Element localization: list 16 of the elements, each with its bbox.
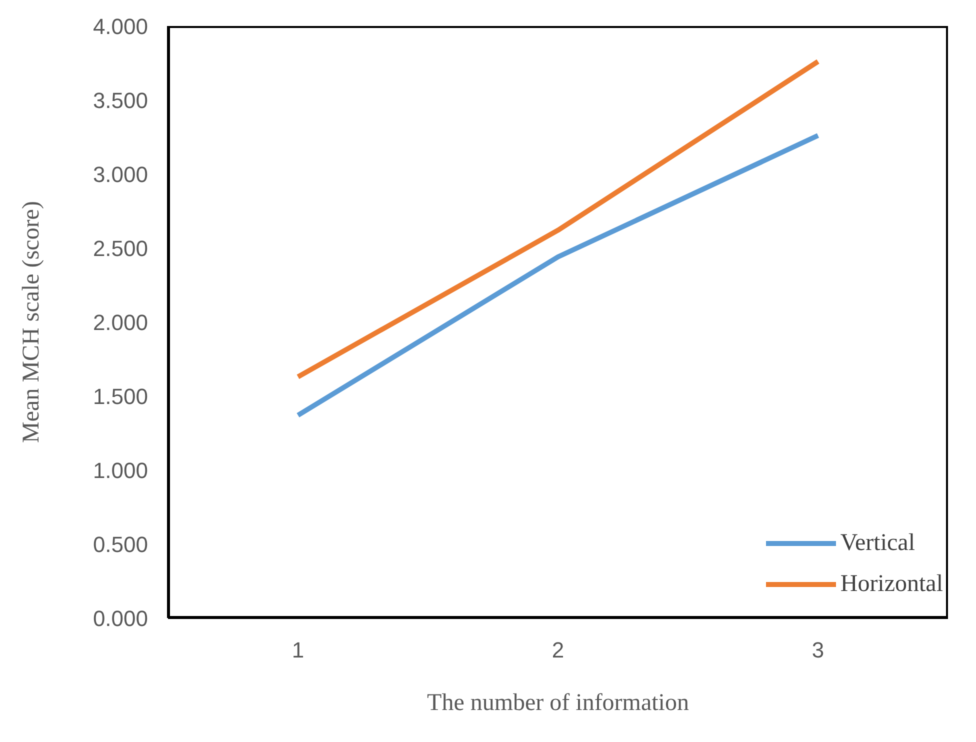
y-tick-label: 3.000 <box>92 162 148 187</box>
y-tick-label: 1.500 <box>92 384 148 409</box>
y-tick-label: 2.500 <box>92 236 148 261</box>
x-tick-label: 3 <box>812 638 824 663</box>
y-axis-title: Mean MCH scale (score) <box>18 201 45 443</box>
y-tick-label: 4.000 <box>92 14 148 39</box>
x-tick-label: 2 <box>552 638 564 663</box>
x-axis-title: The number of information <box>427 690 689 716</box>
y-tick-label: 0.500 <box>92 532 148 557</box>
y-tick-label: 3.500 <box>92 88 148 113</box>
legend-label: Horizontal <box>840 571 943 598</box>
y-tick-label: 1.000 <box>92 458 148 483</box>
y-tick-label: 2.000 <box>92 310 148 335</box>
legend-label: Vertical <box>840 530 915 557</box>
x-tick-label: 1 <box>292 638 304 663</box>
y-tick-label: 0.000 <box>92 606 148 631</box>
